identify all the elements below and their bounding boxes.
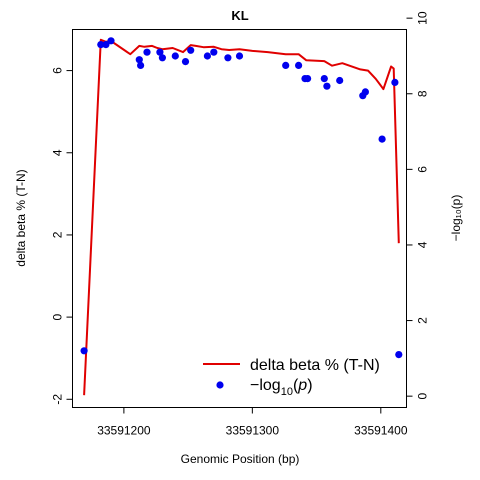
neg-log10-p-point <box>378 135 386 143</box>
neg-log10-p-point <box>143 48 151 56</box>
legend-label-delta-beta: delta beta % (T-N) <box>250 357 380 374</box>
y-tick-label-right: 0 <box>416 393 430 400</box>
neg-log10-p-point <box>391 78 399 86</box>
y-tick-label-left: 0 <box>51 313 65 320</box>
neg-log10-p-point <box>158 54 166 62</box>
y-tick-label-left: 4 <box>51 149 65 156</box>
x-tick-label: 33591400 <box>354 424 408 438</box>
neg-log10-p-point <box>181 58 190 66</box>
series-layer <box>80 37 403 396</box>
y-axis-left: -2 0 2 4 6 <box>51 67 73 405</box>
neg-log10-p-point <box>323 82 331 90</box>
neg-log10-p-point <box>210 48 218 56</box>
neg-log10-p-point <box>235 52 244 60</box>
x-axis-label: Genomic Position (bp) <box>181 452 300 466</box>
y-tick-label-right: 10 <box>416 11 430 25</box>
legend-label-prefix: −log <box>250 377 281 394</box>
delta-beta-line <box>83 38 400 396</box>
y-tick-label-left: -2 <box>51 394 65 405</box>
x-tick-label: 33591300 <box>226 424 280 438</box>
neg-log10-p-point <box>304 75 312 83</box>
legend-label-var: p <box>297 377 307 394</box>
y-axis-label-left: delta beta % (T-N) <box>14 169 28 266</box>
y-axis-label-right: −log₁₀(p) <box>449 195 463 242</box>
y-axis-right: 0 2 4 6 8 10 <box>406 11 430 400</box>
chart-title: KL <box>231 8 248 23</box>
neg-log10-p-point <box>102 41 110 49</box>
neg-log10-p-point <box>361 88 369 96</box>
legend-point-swatch <box>216 381 224 389</box>
legend-label-neg-log10-p: −log10(p) <box>250 377 313 398</box>
neg-log10-p-point <box>336 76 344 85</box>
y-tick-label-right: 2 <box>416 317 430 324</box>
neg-log10-p-point <box>80 347 88 355</box>
neg-log10-p-point <box>187 46 195 54</box>
neg-log10-p-point <box>107 37 115 45</box>
x-tick-label: 33591200 <box>97 424 151 438</box>
y-tick-label-right: 6 <box>416 166 430 173</box>
x-axis: 33591200 33591300 33591400 <box>97 407 408 438</box>
neg-log10-p-point <box>137 61 145 69</box>
neg-log10-p-point <box>135 56 143 64</box>
legend-label-open-paren: ( <box>293 377 299 394</box>
neg-log10-p-point <box>171 52 179 60</box>
legend-label-sub: 10 <box>281 386 293 398</box>
plot-frame <box>72 29 407 408</box>
neg-log10-p-point <box>282 61 290 69</box>
y-tick-label-left: 6 <box>51 67 65 74</box>
y-tick-label-right: 4 <box>416 241 430 248</box>
y-tick-label-right: 8 <box>416 90 430 97</box>
neg-log10-p-point <box>320 75 328 83</box>
neg-log10-p-point <box>295 61 303 69</box>
neg-log10-p-point <box>203 52 211 60</box>
y-tick-label-left: 2 <box>51 231 65 238</box>
neg-log10-p-point <box>156 48 164 56</box>
legend: delta beta % (T-N) −log10(p) <box>203 357 380 398</box>
legend-label-close-paren: ) <box>307 377 312 394</box>
neg-log10-p-point <box>395 351 403 359</box>
neg-log10-p-point <box>224 54 232 62</box>
neg-log10-p-point <box>97 41 105 49</box>
